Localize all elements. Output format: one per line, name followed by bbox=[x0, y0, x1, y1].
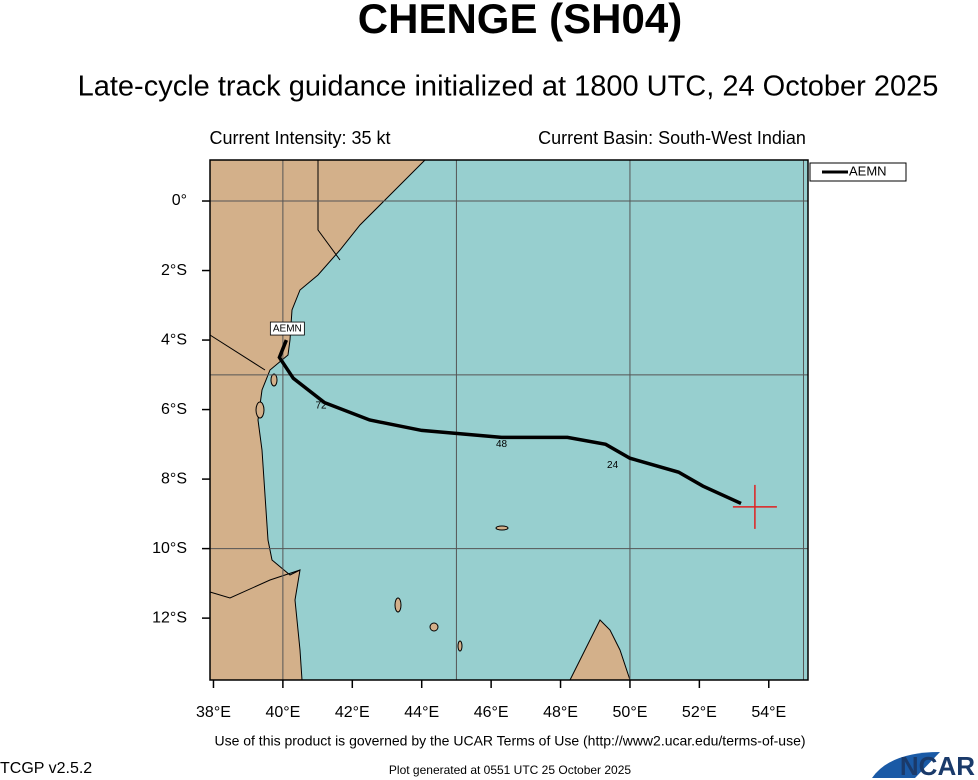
x-tick-label: 54°E bbox=[751, 704, 786, 721]
y-tick-label: 10°S bbox=[152, 540, 187, 557]
legend-label: AEMN bbox=[849, 163, 887, 178]
logo: NCAR bbox=[900, 751, 975, 780]
y-tick-label: 12°S bbox=[152, 609, 187, 626]
x-tick-label: 50°E bbox=[613, 704, 648, 721]
right-note: Current Basin: South-West Indian bbox=[538, 128, 806, 148]
hour-label: 48 bbox=[496, 439, 508, 450]
x-tick-label: 46°E bbox=[474, 704, 509, 721]
y-tick-label: 2°S bbox=[161, 262, 187, 279]
track-label: AEMN bbox=[273, 324, 302, 335]
generated: Plot generated at 0551 UTC 25 October 20… bbox=[389, 763, 631, 777]
title: CHENGE (SH04) bbox=[358, 0, 682, 42]
frame bbox=[209, 159, 809, 681]
y-tick-label: 6°S bbox=[161, 401, 187, 418]
legend-box bbox=[809, 162, 907, 182]
current-position bbox=[732, 484, 777, 529]
x-tick-label: 52°E bbox=[682, 704, 717, 721]
track-label-box bbox=[269, 321, 305, 336]
land bbox=[209, 159, 631, 681]
subtitle: Late-cycle track guidance initialized at… bbox=[78, 71, 939, 103]
logo-mark bbox=[872, 752, 940, 778]
x-tick-label: 42°E bbox=[335, 704, 370, 721]
hour-label: 24 bbox=[607, 460, 619, 471]
x-tick-label: 48°E bbox=[543, 704, 578, 721]
x-tick-label: 44°E bbox=[404, 704, 439, 721]
left-note: Current Intensity: 35 kt bbox=[209, 128, 390, 148]
track bbox=[277, 339, 742, 506]
terms: Use of this product is governed by the U… bbox=[214, 733, 805, 749]
x-tick-label: 40°E bbox=[265, 704, 300, 721]
x-tick-label: 38°E bbox=[196, 704, 231, 721]
borders bbox=[209, 160, 341, 599]
version: TCGP v2.5.2 bbox=[0, 760, 92, 777]
hour-label: 72 bbox=[315, 401, 327, 412]
y-tick-label: 8°S bbox=[161, 470, 187, 487]
y-tick-label: 4°S bbox=[161, 331, 187, 348]
y-tick-label: 0° bbox=[172, 192, 187, 209]
